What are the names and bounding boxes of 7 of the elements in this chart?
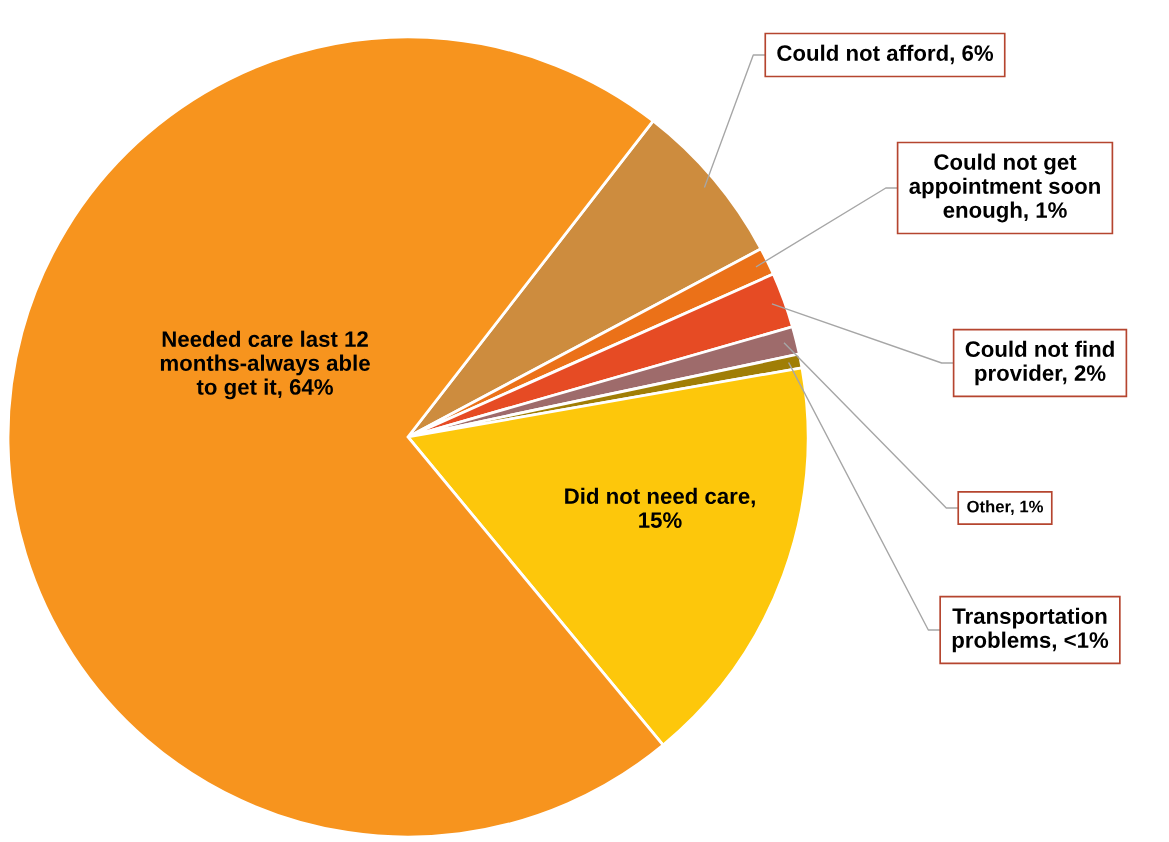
slice-label: Needed care last 12 months-always able to get it, 64% — [160, 330, 370, 400]
slice-label: Could not get appointment soon enough, 1% — [909, 153, 1100, 223]
slice-label: Other, 1% — [967, 500, 1043, 515]
slice-label: Transportation problems, <1% — [952, 607, 1109, 653]
slice-label: Could not afford, 6% — [777, 44, 994, 65]
slice-label: Could not find provider, 2% — [965, 340, 1114, 386]
slice-label: Did not need care, 15% — [565, 487, 755, 528]
